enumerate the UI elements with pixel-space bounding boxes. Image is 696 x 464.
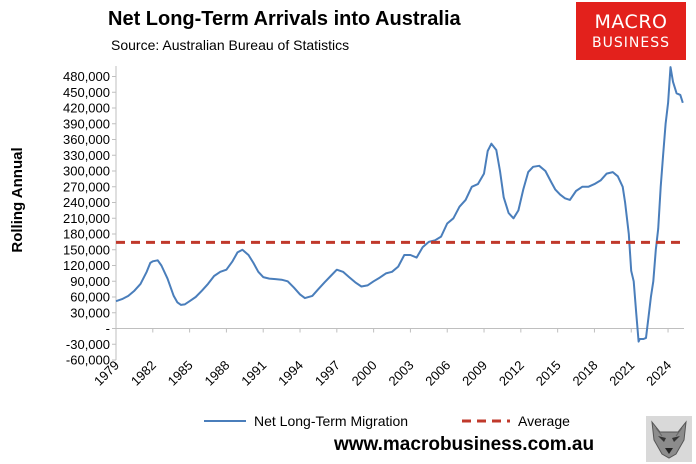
y-tick-label: -60,000	[66, 353, 110, 368]
y-tick-label: -30,000	[66, 337, 110, 352]
y-tick-label: 300,000	[63, 164, 110, 179]
x-tick-label: 2006	[422, 358, 453, 389]
x-tick-label: 2009	[459, 358, 490, 389]
y-tick-label: 150,000	[63, 242, 110, 257]
chart-subtitle: Source: Australian Bureau of Statistics	[111, 37, 350, 53]
y-axis-label: Rolling Annual	[9, 147, 26, 252]
y-tick-label: 390,000	[63, 116, 110, 131]
y-tick-label: 210,000	[63, 211, 110, 226]
x-tick-label: 2024	[643, 358, 674, 389]
legend-label-average: Average	[518, 413, 570, 429]
x-tick-label: 2021	[606, 358, 637, 389]
x-tick-label: 2015	[533, 358, 564, 389]
y-tick-label: 180,000	[63, 227, 110, 242]
x-tick-label: 1997	[312, 358, 343, 389]
y-axis: -60,000-30,000-30,00060,00090,000120,000…	[63, 66, 117, 368]
series-layer	[115, 66, 684, 343]
x-tick-label: 1994	[275, 358, 306, 389]
x-tick-label: 2012	[496, 358, 527, 389]
y-tick-label: 30,000	[70, 305, 110, 320]
x-tick-label: 2000	[349, 358, 380, 389]
legend: Net Long-Term Migration Average	[204, 413, 570, 429]
y-tick-label: 420,000	[63, 101, 110, 116]
footer-url[interactable]: www.macrobusiness.com.au	[334, 434, 595, 455]
chart-title: Net Long-Term Arrivals into Australia	[108, 8, 461, 30]
x-tick-label: 1991	[238, 358, 269, 389]
x-tick-label: 1982	[128, 358, 159, 389]
x-tick-label: 1985	[165, 358, 196, 389]
x-tick-label: 2003	[385, 358, 416, 389]
logo-line-1: MACRO	[594, 11, 668, 33]
y-tick-label: -	[106, 321, 110, 336]
x-tick-label: 1988	[201, 358, 232, 389]
macrobusiness-logo: MACRO BUSINESS	[576, 2, 686, 60]
y-tick-label: 240,000	[63, 195, 110, 210]
y-tick-label: 270,000	[63, 179, 110, 194]
logo-line-2: BUSINESS	[592, 35, 670, 51]
y-tick-label: 330,000	[63, 148, 110, 163]
y-tick-label: 360,000	[63, 132, 110, 147]
y-tick-label: 120,000	[63, 258, 110, 273]
migration-line	[115, 66, 684, 343]
y-tick-label: 90,000	[70, 274, 110, 289]
x-tick-label: 2018	[570, 358, 601, 389]
y-tick-label: 60,000	[70, 290, 110, 305]
legend-label-migration: Net Long-Term Migration	[254, 413, 408, 429]
y-tick-label: 480,000	[63, 69, 110, 84]
y-tick-label: 450,000	[63, 85, 110, 100]
wolf-icon	[646, 416, 692, 462]
x-axis: 1979 1982 1985 1988 1991 1994 1997 2000 2003 2006…	[91, 328, 684, 389]
